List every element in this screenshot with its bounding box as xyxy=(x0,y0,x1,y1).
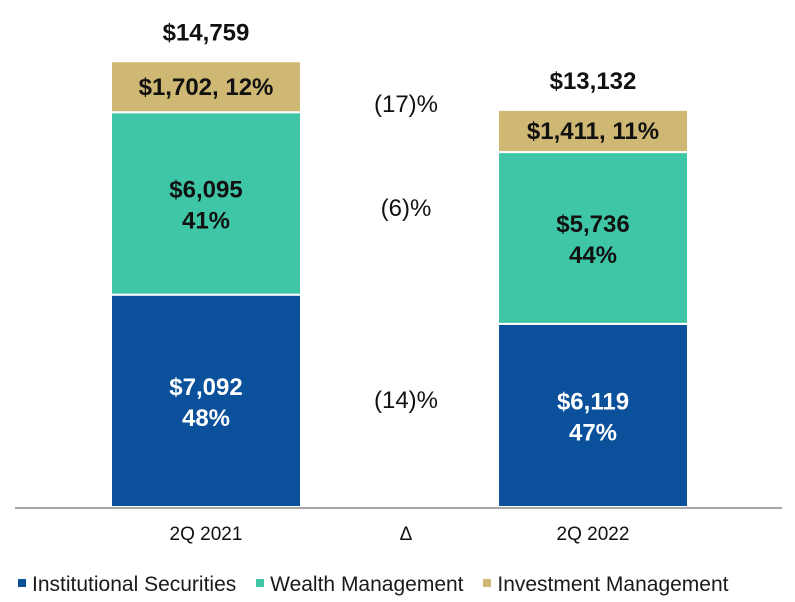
bar-value-label-wealth-management-2q-2022: $5,736 xyxy=(556,211,629,238)
x-tick-label-delta: Δ xyxy=(400,524,413,545)
bar-percent-label-wealth-management-2q-2021: 41% xyxy=(182,207,230,234)
bar-percent-label-wealth-management-2q-2022: 44% xyxy=(569,242,617,269)
bar-value-label-investment-management-2q-2022: $1,411, 11% xyxy=(527,118,659,145)
total-label-2q-2021: $14,759 xyxy=(163,19,250,46)
bar-percent-label-institutional-securities-2q-2021: 48% xyxy=(182,405,230,432)
bar-investment-management-2q-2022 xyxy=(497,108,689,154)
legend-swatch-wealth-management xyxy=(256,579,265,588)
bar-value-label-wealth-management-2q-2021: $6,095 xyxy=(169,176,242,203)
legend-label-institutional-securities: Institutional Securities xyxy=(32,573,237,596)
legend-item-wealth-management: Wealth Management xyxy=(256,573,464,597)
bar-institutional-securities-2q-2021 xyxy=(110,293,302,508)
bar-wealth-management-2q-2022 xyxy=(497,151,689,325)
bar-value-label-institutional-securities-2q-2022: $6,119 xyxy=(557,388,629,415)
legend-swatch-institutional-securities xyxy=(18,579,26,588)
legend: Institutional Securities Wealth Manageme… xyxy=(18,573,742,597)
bar-investment-management-2q-2021 xyxy=(110,60,302,114)
legend-item-investment-management: Investment Management xyxy=(483,573,728,597)
legend-label-investment-management: Investment Management xyxy=(497,573,729,596)
bar-value-label-institutional-securities-2q-2021: $7,092 xyxy=(169,374,242,401)
delta-label-investment-management: (17)% xyxy=(374,91,438,118)
delta-label-institutional-securities: (14)% xyxy=(374,387,438,414)
bar-percent-label-institutional-securities-2q-2022: 47% xyxy=(569,419,617,446)
legend-swatch-investment-management xyxy=(483,579,492,588)
bar-wealth-management-2q-2021 xyxy=(110,111,302,296)
delta-label-wealth-management: (6)% xyxy=(381,195,432,222)
x-tick-label-2q-2022: 2Q 2022 xyxy=(557,524,630,545)
total-label-2q-2022: $13,132 xyxy=(550,68,637,95)
bar-institutional-securities-2q-2022 xyxy=(497,322,689,508)
legend-item-institutional-securities: Institutional Securities xyxy=(18,573,236,597)
bar-value-label-investment-management-2q-2021: $1,702, 12% xyxy=(139,74,274,101)
x-tick-label-2q-2021: 2Q 2021 xyxy=(170,524,243,545)
legend-label-wealth-management: Wealth Management xyxy=(270,573,464,596)
